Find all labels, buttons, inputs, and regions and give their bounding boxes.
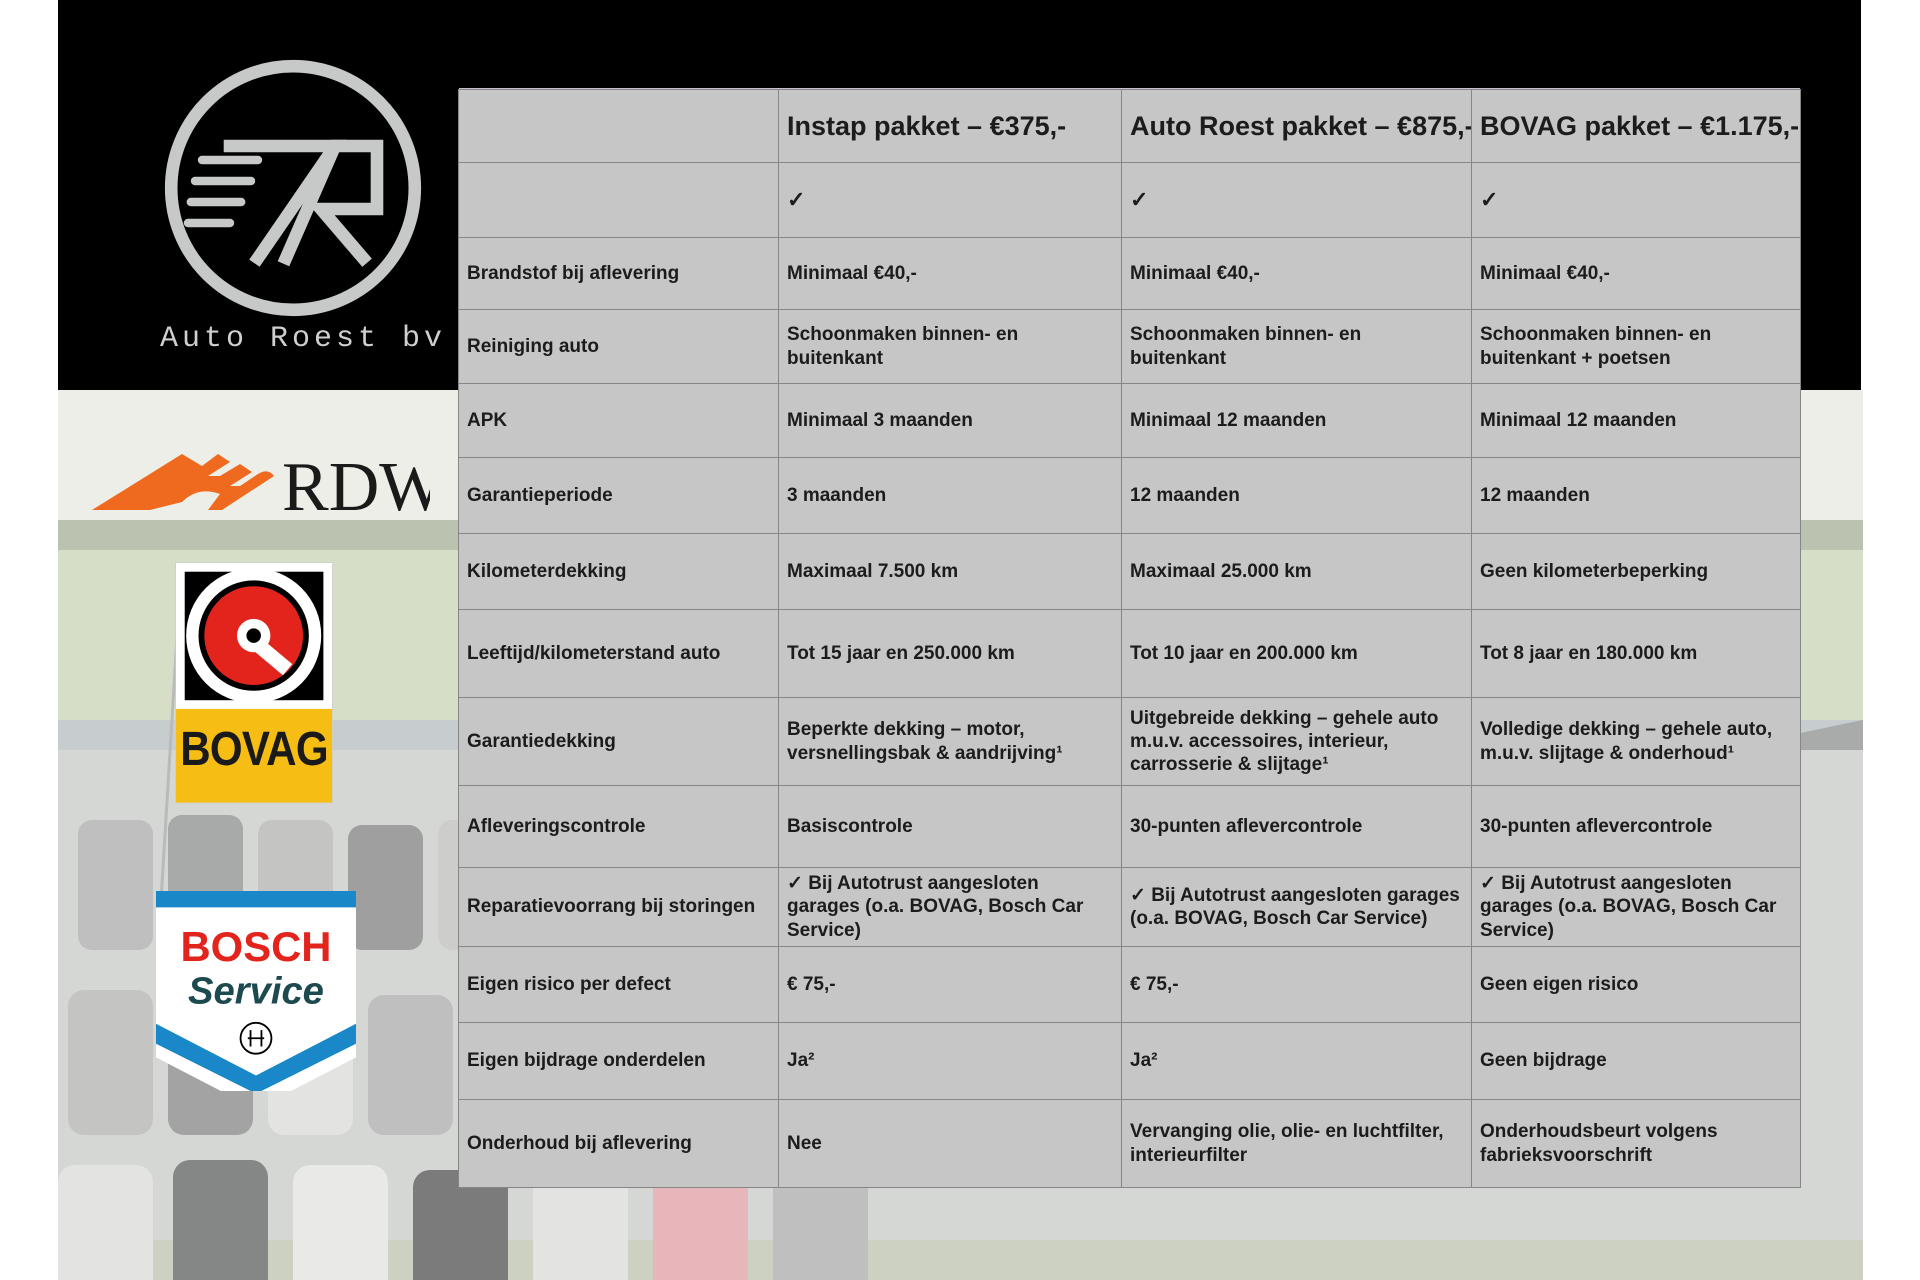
svg-text:RDW: RDW <box>282 449 430 526</box>
